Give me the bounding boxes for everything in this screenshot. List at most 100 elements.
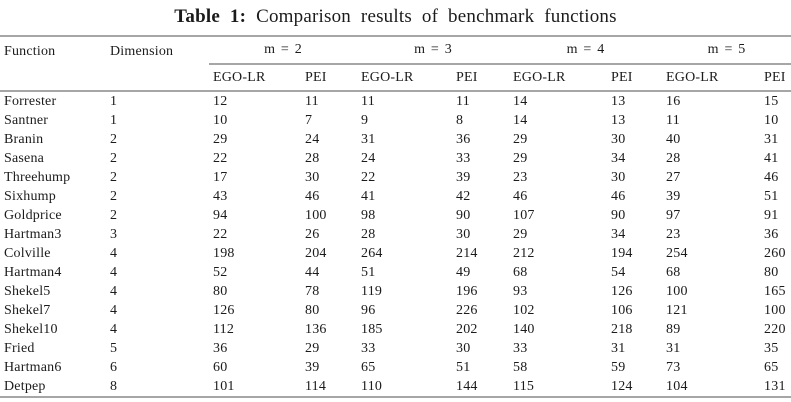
table-caption-text: Comparison results of benchmark function… — [256, 6, 617, 27]
subcol-header-pei: PEI — [760, 64, 791, 92]
table-row: Threehump 2 17 30 22 39 23 30 27 46 — [0, 168, 791, 187]
subcol-header-pei: PEI — [452, 64, 510, 92]
cell-value: 115 — [513, 379, 535, 394]
col-header-function: Function — [0, 36, 106, 92]
cell-value: 17 — [213, 170, 228, 185]
cell-function-name: Colville — [4, 246, 51, 261]
cell-dimension: 4 — [110, 284, 118, 299]
cell-value: 41 — [361, 189, 376, 204]
table-row: Hartman4 4 52 44 51 49 68 54 68 80 — [0, 263, 791, 282]
cell-value: 68 — [666, 265, 681, 280]
cell-value: 194 — [611, 246, 633, 261]
group-header-m2: m = 2 — [209, 36, 358, 65]
cell-value: 80 — [305, 303, 320, 318]
cell-value: 90 — [456, 208, 471, 223]
cell-value: 22 — [213, 227, 228, 242]
cell-value: 94 — [213, 208, 228, 223]
cell-value: 110 — [361, 379, 383, 394]
table-row: Forrester 1 12 11 11 11 14 13 16 15 — [0, 91, 791, 111]
cell-value: 54 — [611, 265, 626, 280]
cell-value: 185 — [361, 322, 383, 337]
cell-value: 30 — [456, 227, 471, 242]
cell-value: 11 — [361, 94, 375, 109]
cell-value: 33 — [361, 341, 376, 356]
cell-value: 24 — [305, 132, 320, 147]
cell-value: 220 — [764, 322, 786, 337]
cell-value: 90 — [611, 208, 626, 223]
table-row: Detpep 8 101 114 110 144 115 124 104 131 — [0, 377, 791, 397]
cell-function-name: Detpep — [4, 379, 46, 394]
cell-value: 29 — [513, 151, 528, 166]
cell-value: 34 — [611, 151, 626, 166]
cell-value: 58 — [513, 360, 528, 375]
cell-function-name: Branin — [4, 132, 44, 147]
cell-value: 98 — [361, 208, 376, 223]
cell-value: 36 — [456, 132, 471, 147]
subcol-header-ego-lr: EGO-LR — [209, 64, 301, 92]
cell-value: 15 — [764, 94, 779, 109]
cell-value: 114 — [305, 379, 327, 394]
cell-value: 7 — [305, 113, 313, 128]
cell-value: 42 — [456, 189, 471, 204]
cell-value: 126 — [611, 284, 633, 299]
cell-value: 29 — [513, 227, 528, 242]
cell-value: 39 — [305, 360, 320, 375]
cell-value: 136 — [305, 322, 327, 337]
cell-value: 80 — [764, 265, 779, 280]
cell-value: 131 — [764, 379, 786, 394]
cell-value: 78 — [305, 284, 320, 299]
table-row: Shekel10 4 112 136 185 202 140 218 89 220 — [0, 320, 791, 339]
cell-value: 126 — [213, 303, 235, 318]
cell-value: 14 — [513, 113, 528, 128]
cell-value: 40 — [666, 132, 681, 147]
cell-value: 30 — [456, 341, 471, 356]
cell-value: 144 — [456, 379, 478, 394]
cell-value: 44 — [305, 265, 320, 280]
cell-value: 101 — [213, 379, 235, 394]
table-row: Colville 4 198 204 264 214 212 194 254 260 — [0, 244, 791, 263]
cell-value: 91 — [764, 208, 779, 223]
cell-value: 24 — [361, 151, 376, 166]
cell-value: 65 — [764, 360, 779, 375]
cell-dimension: 2 — [110, 170, 118, 185]
table-row: Sixhump 2 43 46 41 42 46 46 39 51 — [0, 187, 791, 206]
cell-value: 214 — [456, 246, 478, 261]
cell-value: 46 — [764, 170, 779, 185]
cell-value: 212 — [513, 246, 535, 261]
cell-dimension: 1 — [110, 113, 118, 128]
cell-value: 254 — [666, 246, 688, 261]
cell-value: 264 — [361, 246, 383, 261]
cell-function-name: Sixhump — [4, 189, 56, 204]
cell-value: 104 — [666, 379, 688, 394]
cell-value: 68 — [513, 265, 528, 280]
cell-dimension: 4 — [110, 303, 118, 318]
cell-value: 59 — [611, 360, 626, 375]
cell-value: 35 — [764, 341, 779, 356]
cell-value: 46 — [305, 189, 320, 204]
cell-value: 140 — [513, 322, 535, 337]
cell-value: 112 — [213, 322, 235, 337]
group-header-m4: m = 4 — [509, 36, 663, 65]
cell-dimension: 2 — [110, 132, 118, 147]
cell-value: 218 — [611, 322, 633, 337]
cell-value: 204 — [305, 246, 327, 261]
cell-value: 14 — [513, 94, 528, 109]
cell-value: 23 — [513, 170, 528, 185]
col-header-dimension: Dimension — [106, 36, 209, 92]
cell-value: 49 — [456, 265, 471, 280]
cell-value: 30 — [305, 170, 320, 185]
cell-dimension: 4 — [110, 246, 118, 261]
cell-value: 260 — [764, 246, 786, 261]
cell-function-name: Forrester — [4, 94, 57, 109]
table-row: Goldprice 2 94 100 98 90 107 90 97 91 — [0, 206, 791, 225]
cell-function-name: Shekel10 — [4, 322, 58, 337]
cell-value: 41 — [764, 151, 779, 166]
cell-value: 124 — [611, 379, 633, 394]
cell-value: 60 — [213, 360, 228, 375]
header-row-methods: EGO-LR PEI EGO-LR PEI EGO-LR PEI EGO-LR PEI — [0, 64, 791, 92]
table-row: Branin 2 29 24 31 36 29 30 40 31 — [0, 130, 791, 149]
group-header-m3: m = 3 — [357, 36, 510, 65]
cell-value: 96 — [361, 303, 376, 318]
